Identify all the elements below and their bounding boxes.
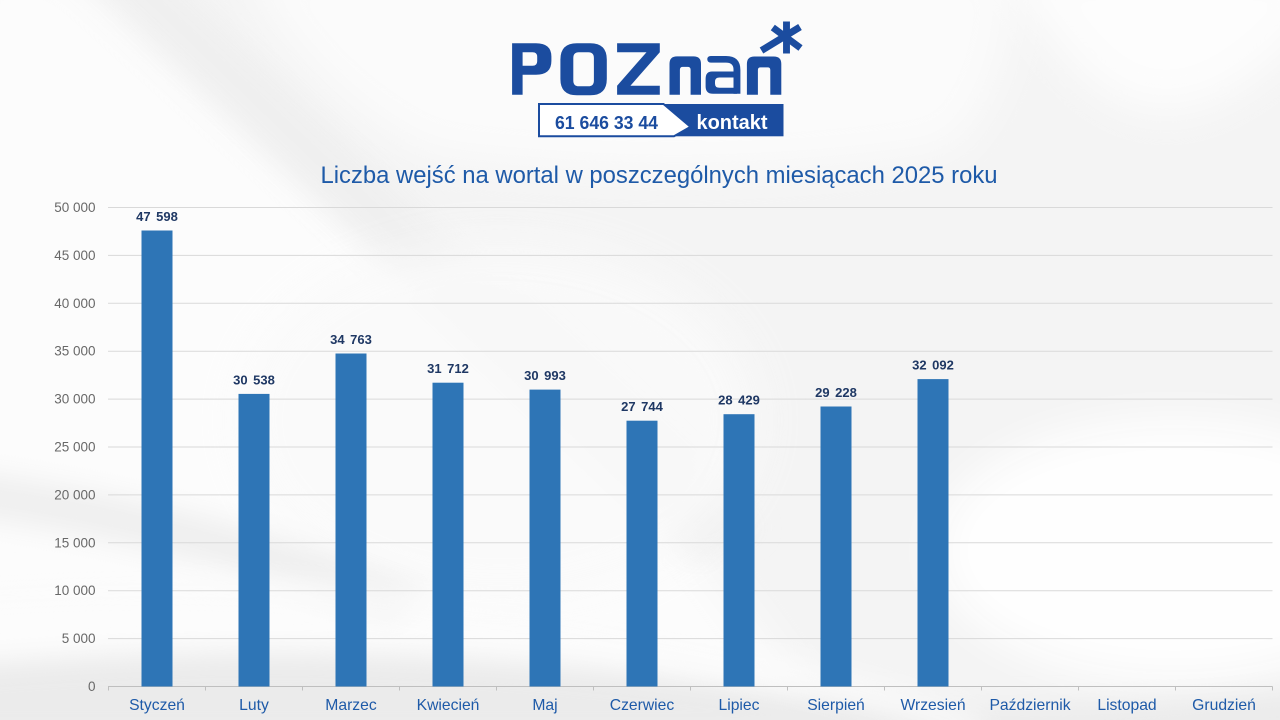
svg-text:0: 0: [88, 679, 96, 694]
svg-text:50 000: 50 000: [54, 200, 95, 215]
svg-text:45 000: 45 000: [54, 248, 95, 263]
svg-text:Lipiec: Lipiec: [719, 697, 760, 714]
svg-text:20 000: 20 000: [54, 487, 95, 502]
svg-text:10 000: 10 000: [54, 583, 95, 598]
svg-text:27 744: 27 744: [621, 399, 664, 414]
svg-text:Listopad: Listopad: [1097, 697, 1156, 714]
svg-text:32 092: 32 092: [912, 358, 954, 373]
svg-text:Październik: Październik: [989, 697, 1070, 714]
svg-text:Styczeń: Styczeń: [129, 697, 185, 714]
svg-text:Czerwiec: Czerwiec: [610, 697, 675, 714]
svg-text:40 000: 40 000: [54, 296, 95, 311]
svg-text:kontakt: kontakt: [697, 111, 768, 134]
svg-text:Sierpień: Sierpień: [807, 697, 865, 714]
svg-text:Marzec: Marzec: [325, 697, 377, 714]
svg-text:30 538: 30 538: [233, 372, 275, 387]
svg-text:29 228: 29 228: [815, 385, 857, 400]
svg-text:30 993: 30 993: [524, 368, 566, 383]
svg-text:Kwiecień: Kwiecień: [417, 697, 480, 714]
svg-text:35 000: 35 000: [54, 344, 95, 359]
svg-text:Grudzień: Grudzień: [1192, 697, 1256, 714]
svg-text:Luty: Luty: [239, 697, 269, 714]
svg-text:34 763: 34 763: [330, 332, 372, 347]
svg-text:47 598: 47 598: [136, 209, 178, 224]
svg-text:5 000: 5 000: [62, 631, 96, 646]
svg-text:61 646 33 44: 61 646 33 44: [555, 112, 659, 133]
svg-text:Wrzesień: Wrzesień: [900, 697, 965, 714]
svg-text:25 000: 25 000: [54, 440, 95, 455]
svg-text:15 000: 15 000: [54, 535, 95, 550]
svg-text:Maj: Maj: [532, 697, 557, 714]
svg-text:Liczba wejść na wortal w poszc: Liczba wejść na wortal w poszczególnych …: [321, 162, 998, 189]
svg-text:31 712: 31 712: [427, 361, 469, 376]
svg-text:30 000: 30 000: [54, 392, 95, 407]
svg-text:28 429: 28 429: [718, 393, 760, 408]
